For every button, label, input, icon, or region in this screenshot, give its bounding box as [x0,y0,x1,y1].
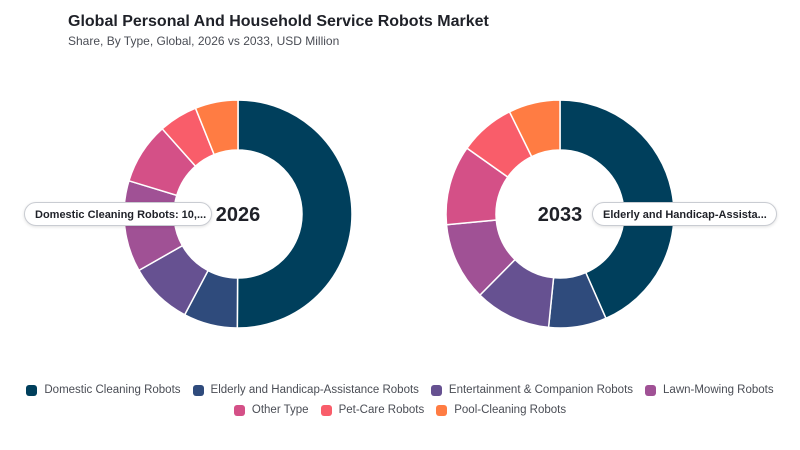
legend-label: Other Type [251,404,309,416]
legend-label: Pet-Care Robots [338,404,425,416]
center-label-2033: 2033 [538,204,583,226]
legend-item[interactable]: Lawn-Mowing Robots [645,384,774,396]
legend-item[interactable]: Other Type [233,404,309,416]
chart-title: Global Personal And Household Service Ro… [68,13,489,30]
legend-swatch [436,404,448,416]
donut-slice-2026-1[interactable] [236,99,353,329]
legend-item[interactable]: Elderly and Handicap-Assistance Robots [192,384,419,396]
legend-item[interactable]: Entertainment & Companion Robots [430,384,634,396]
legend-label: Elderly and Handicap-Assistance Robots [210,384,419,396]
tooltip-2033: Elderly and Handicap-Assista... [592,202,777,226]
legend-label: Pool-Cleaning Robots [454,404,567,416]
legend-item[interactable]: Pet-Care Robots [320,404,425,416]
legend-swatch [430,384,442,396]
legend-swatch [233,404,245,416]
legend-item[interactable]: Pool-Cleaning Robots [436,404,566,416]
donut-slice-2026-7[interactable] [194,99,239,156]
legend-row: Other Type Pet-Care Robots Pool-Cleaning R… [20,404,780,416]
tooltip-2026: Domestic Cleaning Robots: 10,... [24,202,212,226]
center-label-2026: 2026 [216,204,261,226]
legend-swatch [320,404,332,416]
legend: Domestic Cleaning Robots Elderly and Hand… [20,384,780,424]
legend-item[interactable]: Domestic Cleaning Robots [26,384,181,396]
donut-slice-2033-1[interactable] [559,99,675,320]
legend-label: Domestic Cleaning Robots [44,384,181,396]
legend-swatch [26,384,38,396]
legend-swatch [645,384,657,396]
legend-label: Lawn-Mowing Robots [663,384,774,396]
legend-label: Entertainment & Companion Robots [448,384,634,396]
legend-row: Domestic Cleaning Robots Elderly and Hand… [20,384,780,396]
chart-subtitle: Share, By Type, Global, 2026 vs 2033, US… [68,34,340,48]
donut-slice-2033-7[interactable] [508,99,561,158]
legend-swatch [192,384,204,396]
